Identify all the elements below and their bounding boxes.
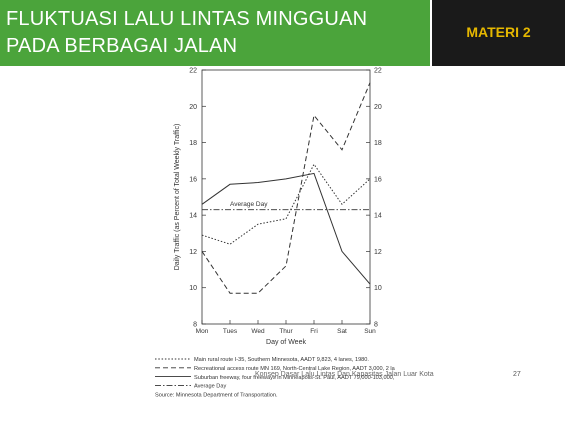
y-tick-label-left: 10 [189,285,197,292]
legend-entry-1: Main rural route I-35, Southern Minnesot… [194,357,369,363]
x-tick-label: Sun [364,328,376,335]
legend-entry-3: Suburban freeway, four freeways in Minne… [194,375,395,381]
average-day-label: Average Day [230,201,268,208]
y-tick-label-right: 22 [374,68,382,75]
x-tick-label: Thur [279,328,293,335]
y-tick-label-right: 16 [374,176,382,183]
series-line-3 [201,172,371,285]
y-tick-label-right: 10 [374,285,382,292]
chart-source: Source: Minnesota Department of Transpor… [155,392,278,398]
x-tick-label: Sat [337,328,347,335]
title-bar: FLUKTUASI LALU LINTAS MINGGUAN PADA BERB… [0,0,430,66]
legend-entry-4: Average Day [194,384,226,390]
page-number: 27 [513,371,521,378]
x-tick-label: Tues [223,328,238,335]
y-tick-label-left: 18 [189,140,197,147]
y-tick-label-right: 12 [374,249,382,256]
y-tick-label-right: 14 [374,213,382,220]
x-tick-label: Mon [196,328,209,335]
footer-text: Konsep Dasar Lalu Lintas Dan Kapasitas J… [255,371,434,378]
y-tick-label-left: 16 [189,176,197,183]
y-tick-label-right: 18 [374,140,382,147]
y-tick-label-right: 20 [374,104,382,111]
series-line-1 [201,163,371,245]
plot-frame [201,69,371,325]
y-tick-label-left: 22 [189,68,197,75]
y-tick-label-left: 12 [189,249,197,256]
legend-entry-2: Recreational access route MN 169, North-… [194,366,395,372]
x-axis-label: Day of Week [266,339,306,346]
y-tick-label-right: 8 [374,322,378,329]
y-tick-label-left: 14 [189,213,197,220]
slide-title-line-1: FLUKTUASI LALU LINTAS MINGGUAN [6,8,368,30]
materi-badge: MATERI 2 [432,0,565,66]
y-axis-label: Daily Traffic (as Percent of Total Weekl… [174,124,181,271]
materi-label: MATERI 2 [466,24,531,40]
slide-title-line-2: PADA BERBAGAI JALAN [6,35,238,57]
series-line-2 [201,82,371,294]
weekly-traffic-chart: 8 8 10 10 12 12 14 14 16 16 18 18 20 20 22 22 Mon Tues Wed… [155,68,395,398]
y-tick-label-left: 20 [189,104,197,111]
slide-title: FLUKTUASI LALU LINTAS MINGGUAN PADA BERB… [6,6,426,60]
x-tick-label: Fri [310,328,318,335]
y-tick-label-left: 8 [193,322,197,329]
x-tick-label: Wed [251,328,265,335]
